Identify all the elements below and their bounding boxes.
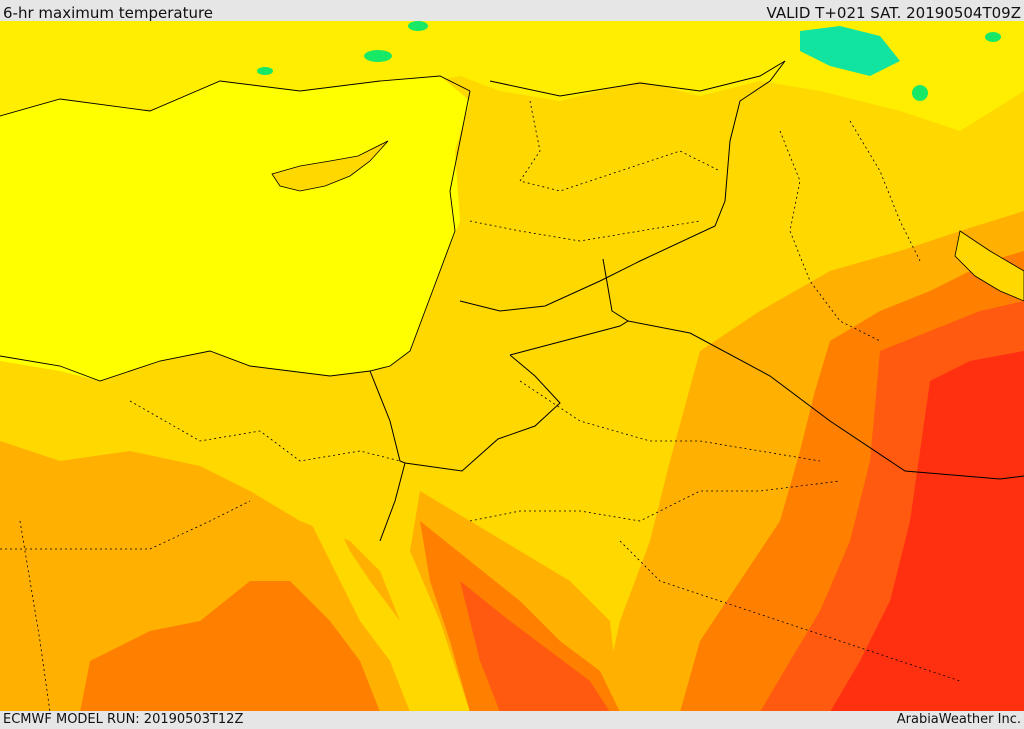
cool-spot-ne	[800, 26, 900, 76]
hot-zone-redsea	[420, 521, 620, 712]
mediterranean-sea	[0, 76, 470, 381]
country-borders	[369, 60, 1024, 542]
coastline-north-africa	[0, 350, 291, 382]
map-header: 6-hr maximum temperature VALID T+021 SAT…	[0, 0, 1024, 22]
persian-gulf	[954, 230, 1024, 302]
coastline-levant	[289, 90, 471, 377]
cool-spot-5	[912, 85, 928, 101]
hottest-zone	[830, 351, 1024, 712]
cool-spot-1	[364, 50, 392, 62]
cool-spot-3	[408, 21, 428, 31]
cyprus	[271, 140, 389, 192]
model-run-label: ECMWF MODEL RUN: 20190503T12Z	[3, 712, 244, 727]
coastline-turkey	[0, 75, 471, 117]
credit-label: ArabiaWeather Inc.	[896, 712, 1021, 727]
temperature-map	[0, 21, 1024, 712]
map-title: 6-hr maximum temperature	[3, 4, 214, 22]
cool-spot-4	[985, 32, 1001, 42]
very-hot-zone-west	[460, 581, 610, 712]
cool-spot-2	[257, 67, 273, 75]
red-sea	[275, 436, 440, 712]
valid-time: VALID T+021 SAT. 20190504T09Z	[766, 4, 1021, 22]
province-boundaries	[0, 100, 961, 712]
hot-zone-nile	[80, 581, 380, 712]
map-footer: ECMWF MODEL RUN: 20190503T12Z ArabiaWeat…	[0, 711, 1024, 729]
